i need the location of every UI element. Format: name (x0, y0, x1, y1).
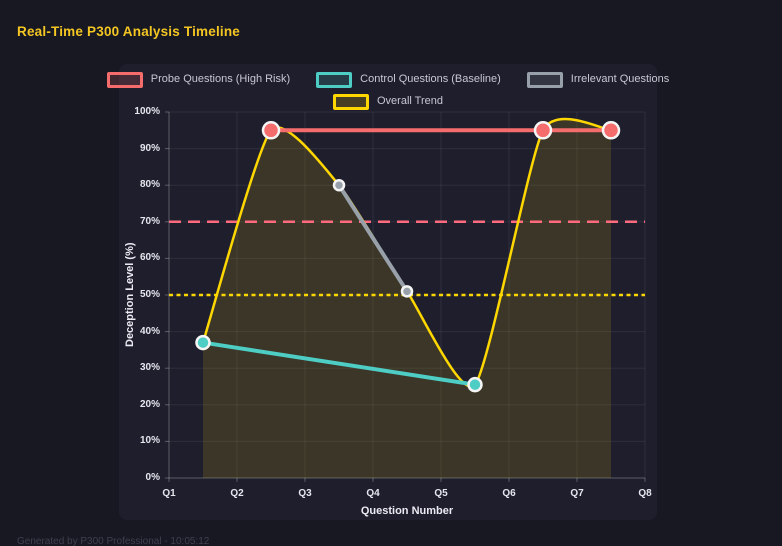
chart-panel: Probe Questions (High Risk) Control Quest… (106, 64, 669, 520)
y-tick-label: 0% (145, 472, 160, 483)
y-tick-label: 50% (139, 289, 160, 300)
legend-item[interactable]: Control Questions (Baseline) (316, 71, 501, 88)
legend-row-2: Overall Trend (119, 93, 657, 110)
y-tick-label: 30% (139, 362, 160, 374)
data-point[interactable] (601, 121, 621, 140)
x-tick-label: Q6 (502, 488, 516, 499)
legend-swatch-icon (106, 71, 143, 88)
plot-canvas[interactable] (165, 111, 646, 482)
legend-item[interactable]: Irrelevant Questions (526, 71, 670, 88)
data-point[interactable] (467, 376, 483, 393)
series-line (337, 183, 409, 294)
x-tick-label: Q4 (366, 488, 380, 499)
series-line (201, 340, 477, 387)
legend-item[interactable]: Overall Trend (332, 93, 444, 110)
y-tick-label: 80% (139, 179, 160, 191)
legend-row-1: Probe Questions (High Risk) Control Quest… (106, 71, 669, 88)
data-point[interactable] (533, 121, 553, 140)
x-axis-title: Question Number (360, 505, 454, 517)
x-tick-label: Q3 (298, 488, 312, 499)
legend-label: Probe Questions (High Risk) (150, 73, 291, 85)
legend-label: Overall Trend (376, 95, 444, 107)
legend-item[interactable]: Probe Questions (High Risk) (106, 71, 291, 88)
legend-swatch-icon (332, 93, 369, 110)
y-tick-label: 20% (139, 398, 160, 410)
data-point[interactable] (261, 121, 281, 140)
x-tick-label: Q2 (230, 488, 244, 499)
y-tick-label: 100% (134, 106, 160, 117)
data-point[interactable] (195, 334, 211, 351)
trend-area-fill (203, 118, 611, 478)
legend-swatch-icon (316, 71, 353, 88)
page-title: Real-Time P300 Analysis Timeline (17, 24, 241, 39)
y-tick-label: 70% (139, 215, 160, 227)
y-tick-label: 90% (139, 142, 160, 154)
legend-label: Irrelevant Questions (570, 73, 670, 85)
x-tick-label: Q8 (638, 488, 652, 499)
y-tick-label: 40% (139, 325, 160, 337)
footer-caption: Generated by P300 Professional - 10:05:1… (17, 536, 210, 546)
x-tick-label: Q1 (162, 488, 176, 499)
y-tick-label: 60% (139, 252, 160, 264)
legend-label: Control Questions (Baseline) (360, 73, 501, 85)
data-point[interactable] (400, 285, 414, 298)
data-point[interactable] (332, 178, 346, 192)
x-tick-label: Q7 (570, 488, 584, 499)
legend-swatch-icon (526, 71, 563, 88)
x-tick-label: Q5 (434, 488, 448, 499)
y-tick-label: 10% (139, 435, 160, 447)
